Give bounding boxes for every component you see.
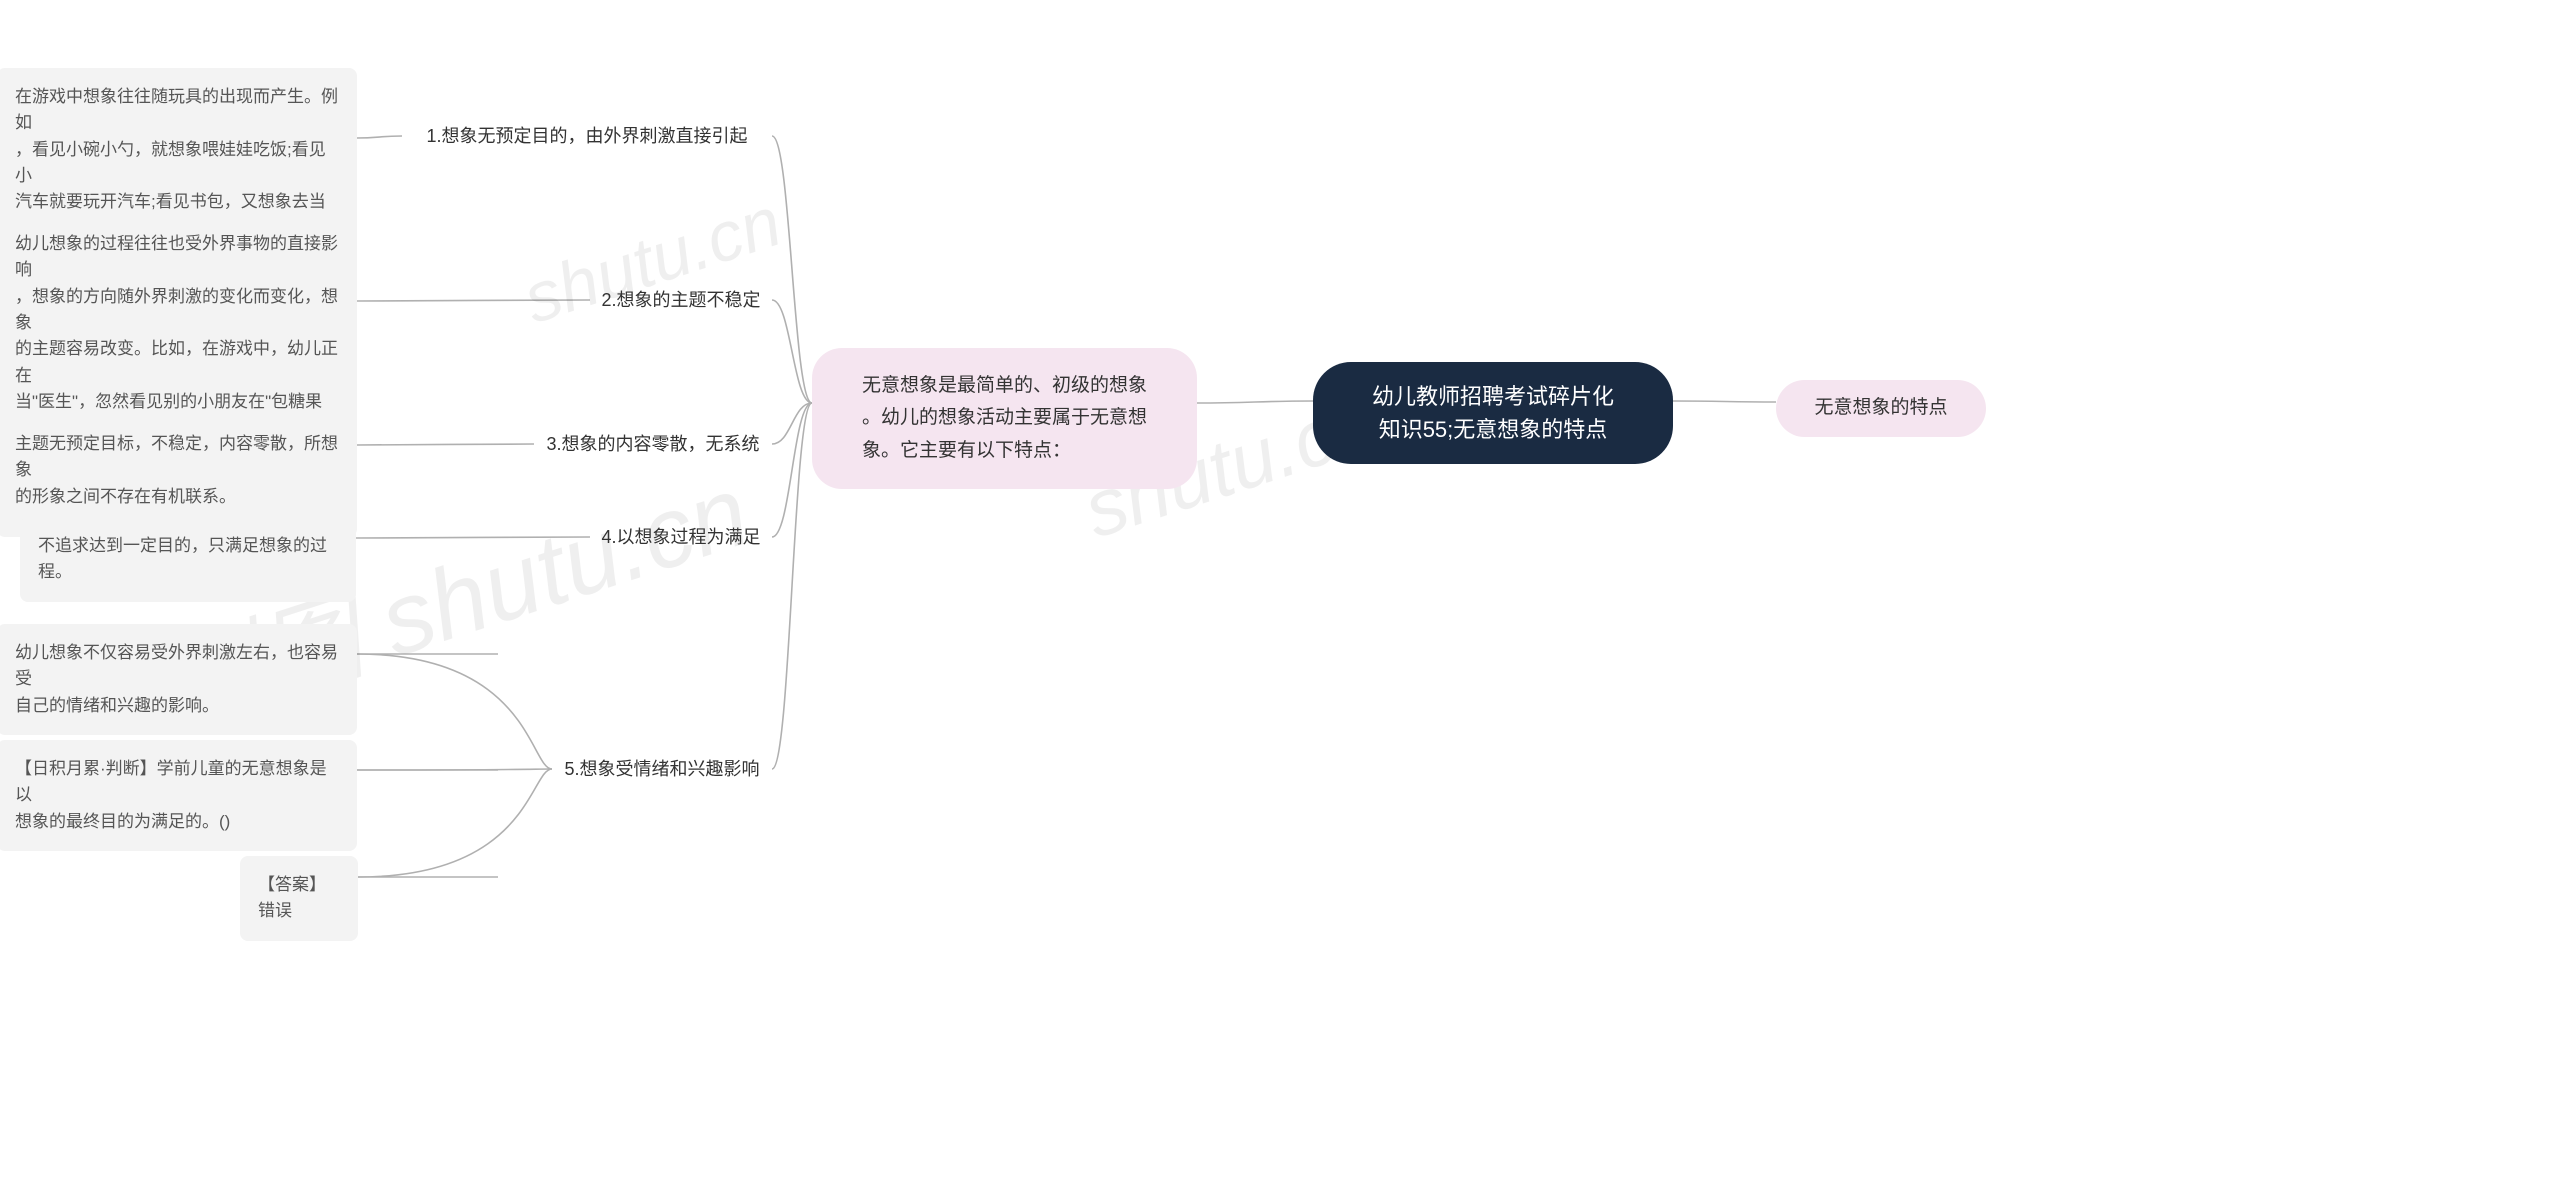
- branch-right-label: 无意想象的特点: [1814, 394, 1947, 423]
- point-5: 5.想象受情绪和兴趣影响: [552, 755, 772, 783]
- point-2: 2.想象的主题不稳定: [590, 286, 772, 314]
- point-3: 3.想象的内容零散，无系统: [534, 430, 772, 458]
- root-node: 幼儿教师招聘考试碎片化 知识55;无意想象的特点: [1313, 362, 1673, 464]
- detail-5c: 【答案】错误: [240, 856, 358, 941]
- branch-right: 无意想象的特点: [1776, 380, 1986, 437]
- connector-layer: [0, 0, 2560, 1177]
- detail-3: 主题无预定目标，不稳定，内容零散，所想象的形象之间不存在有机联系。: [0, 415, 357, 526]
- root-line1: 幼儿教师招聘考试碎片化: [1372, 380, 1614, 413]
- point-4: 4.以想象过程为满足: [590, 523, 772, 551]
- watermark: shutu.cn: [514, 181, 790, 339]
- point-1: 1.想象无预定目的，由外界刺激直接引起: [402, 122, 772, 150]
- root-line2: 知识55;无意想象的特点: [1372, 413, 1614, 446]
- detail-5b: 【日积月累·判断】学前儿童的无意想象是以想象的最终目的为满足的。(): [0, 740, 357, 851]
- detail-4: 不追求达到一定目的，只满足想象的过程。: [20, 517, 356, 602]
- branch-intro: 无意想象是最简单的、初级的想象 。幼儿的想象活动主要属于无意想 象。它主要有以下…: [812, 348, 1197, 489]
- detail-5a: 幼儿想象不仅容易受外界刺激左右，也容易受自己的情绪和兴趣的影响。: [0, 624, 357, 735]
